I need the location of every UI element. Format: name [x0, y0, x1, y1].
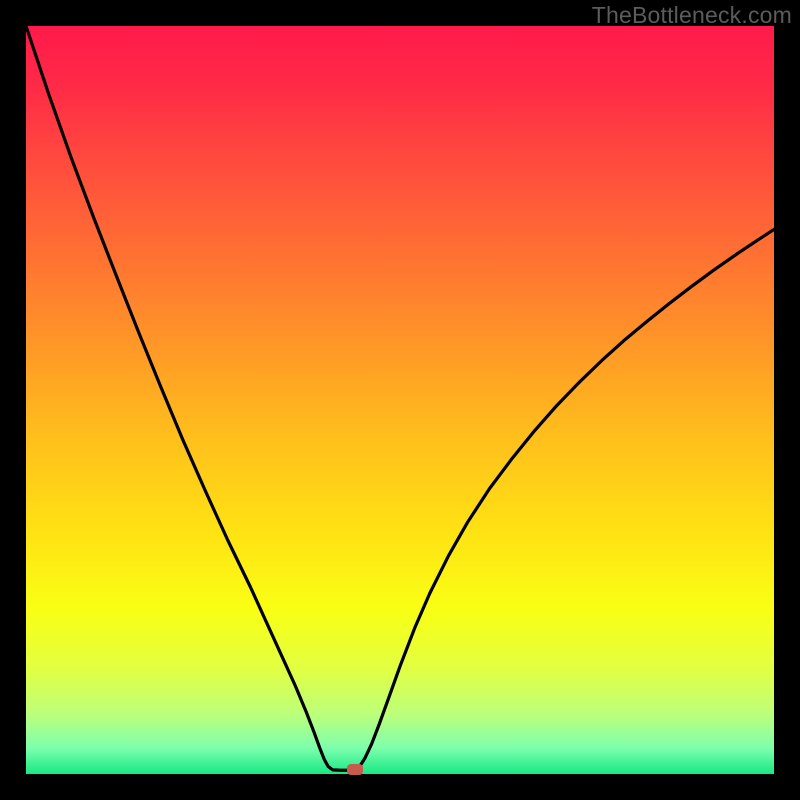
bottleneck-curve	[26, 26, 774, 774]
optimum-marker	[347, 764, 363, 775]
watermark-text: TheBottleneck.com	[592, 2, 792, 29]
plot-area	[26, 26, 774, 774]
chart-frame: TheBottleneck.com	[0, 0, 800, 800]
